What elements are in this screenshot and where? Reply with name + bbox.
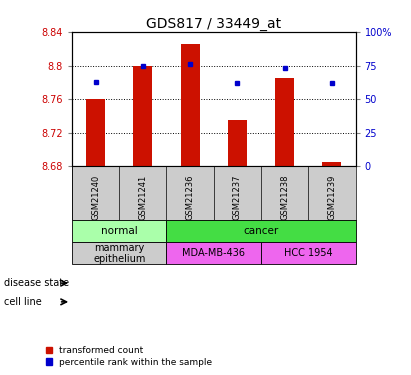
Text: cell line: cell line [4,297,42,307]
Text: GSM21238: GSM21238 [280,174,289,220]
Bar [86,99,105,166]
Bar [180,45,199,166]
Text: disease state: disease state [4,278,69,288]
Text: cancer: cancer [243,226,279,236]
Bar [166,242,261,264]
Bar [322,162,341,166]
Text: HCC 1954: HCC 1954 [284,248,332,258]
Text: GSM21236: GSM21236 [186,174,194,220]
Bar [133,66,152,166]
Bar [166,220,356,242]
Text: mammary
epithelium: mammary epithelium [93,243,145,264]
Bar [275,78,294,166]
Bar [261,242,356,264]
Bar [72,242,166,264]
Text: MDA-MB-436: MDA-MB-436 [182,248,245,258]
Legend: transformed count, percentile rank within the sample: transformed count, percentile rank withi… [46,346,212,367]
Text: GSM21239: GSM21239 [328,174,336,220]
Text: GSM21241: GSM21241 [139,174,147,220]
Bar [228,120,247,166]
Bar [72,220,166,242]
Text: GSM21240: GSM21240 [91,174,100,220]
Text: GSM21237: GSM21237 [233,174,242,220]
Title: GDS817 / 33449_at: GDS817 / 33449_at [146,17,281,31]
Text: normal: normal [101,226,138,236]
